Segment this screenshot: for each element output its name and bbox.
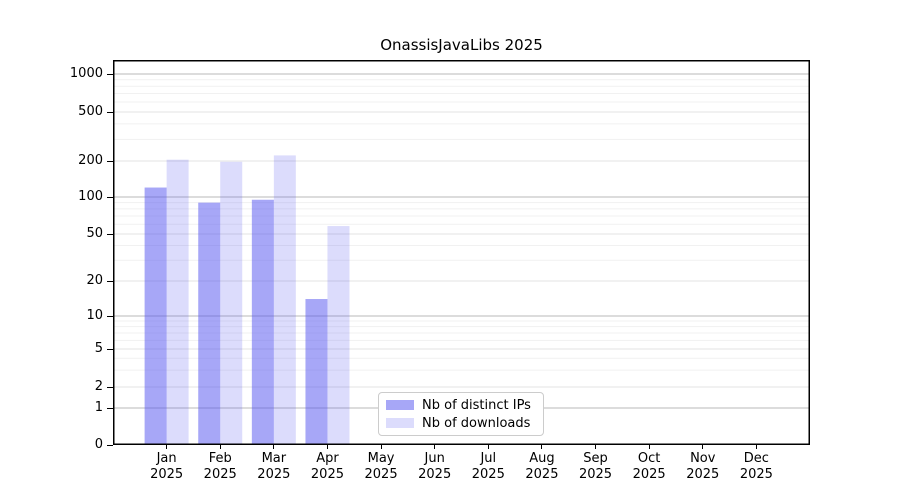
x-tick-month: Sep <box>583 451 608 466</box>
y-axis-tick-label: 10 <box>86 308 103 323</box>
bar-distinct-ips-feb <box>198 202 221 445</box>
x-tick-month: Nov <box>690 451 716 466</box>
x-axis-tick-label: Dec 2025 <box>740 451 773 483</box>
y-tick-mark <box>107 280 113 282</box>
x-tick-year: 2025 <box>418 467 452 482</box>
x-tick-year: 2025 <box>739 467 773 482</box>
y-axis-tick-label: 100 <box>78 189 103 204</box>
plot-canvas <box>113 60 810 445</box>
x-tick-mark <box>487 445 489 449</box>
y-axis-tick-label: 1000 <box>69 66 103 81</box>
y-tick-mark <box>107 73 113 75</box>
legend-label-distinct-ips: Nb of distinct IPs <box>422 397 531 413</box>
x-axis-tick-label: Apr 2025 <box>311 451 344 483</box>
plot-border <box>113 60 810 445</box>
y-tick-mark <box>107 315 113 317</box>
y-tick-mark <box>107 196 113 198</box>
x-tick-mark <box>166 445 168 449</box>
x-tick-year: 2025 <box>150 467 184 482</box>
x-tick-month: Mar <box>261 451 287 466</box>
chart-title: OnassisJavaLibs 2025 <box>380 36 543 54</box>
y-axis-tick-label: 500 <box>78 104 103 119</box>
legend-item-downloads: Nb of downloads <box>386 416 543 431</box>
x-tick-year: 2025 <box>310 467 344 482</box>
x-tick-year: 2025 <box>525 467 559 482</box>
legend-label-downloads: Nb of downloads <box>422 415 531 431</box>
bar-distinct-ips-apr <box>305 299 328 445</box>
x-axis-tick-label: Aug 2025 <box>525 451 558 483</box>
y-tick-mark <box>107 233 113 235</box>
x-tick-mark <box>755 445 757 449</box>
bar-distinct-ips-jan <box>144 187 167 445</box>
y-axis-tick-label: 20 <box>86 273 103 288</box>
x-axis-tick-label: Jan 2025 <box>150 451 183 483</box>
y-axis-tick-label: 50 <box>86 226 103 241</box>
y-axis-tick-label: 5 <box>94 341 103 356</box>
x-axis-tick-label: Jul 2025 <box>472 451 505 483</box>
plot-area <box>113 60 810 445</box>
x-tick-month: Jan <box>156 451 177 466</box>
y-axis-tick-label: 2 <box>94 379 103 394</box>
x-axis-tick-label: Jun 2025 <box>418 451 451 483</box>
y-axis-tick-label: 0 <box>94 437 103 452</box>
x-axis-tick-label: Feb 2025 <box>204 451 237 483</box>
bar-downloads-apr <box>327 226 350 445</box>
legend-swatch-downloads <box>386 418 414 428</box>
bar-downloads-mar <box>273 155 296 445</box>
x-tick-mark <box>541 445 543 449</box>
x-axis-tick-label: May 2025 <box>365 451 398 483</box>
x-tick-month: May <box>367 451 395 466</box>
x-axis-tick-label: Nov 2025 <box>686 451 719 483</box>
y-tick-mark <box>107 444 113 446</box>
x-tick-mark <box>702 445 704 449</box>
bar-distinct-ips-mar <box>251 199 274 445</box>
y-tick-mark <box>107 348 113 350</box>
x-tick-mark <box>434 445 436 449</box>
legend: Nb of distinct IPs Nb of downloads <box>378 392 544 436</box>
x-tick-year: 2025 <box>257 467 291 482</box>
x-tick-year: 2025 <box>203 467 237 482</box>
x-tick-year: 2025 <box>471 467 505 482</box>
legend-swatch-distinct-ips <box>386 400 414 410</box>
x-tick-mark <box>380 445 382 449</box>
y-tick-mark <box>107 111 113 113</box>
x-tick-month: Jun <box>424 451 445 466</box>
x-tick-mark <box>326 445 328 449</box>
y-axis-tick-label: 1 <box>94 400 103 415</box>
x-tick-year: 2025 <box>632 467 666 482</box>
x-axis-tick-label: Oct 2025 <box>633 451 666 483</box>
x-tick-mark <box>595 445 597 449</box>
legend-item-distinct-ips: Nb of distinct IPs <box>386 398 543 413</box>
x-tick-month: Feb <box>208 451 232 466</box>
y-axis-tick-label: 200 <box>78 153 103 168</box>
y-tick-mark <box>107 386 113 388</box>
x-tick-year: 2025 <box>578 467 613 482</box>
x-tick-year: 2025 <box>686 467 720 482</box>
x-tick-mark <box>219 445 221 449</box>
bar-downloads-feb <box>220 161 243 445</box>
x-tick-mark <box>273 445 275 449</box>
x-tick-month: Jul <box>480 451 497 466</box>
x-tick-month: Dec <box>743 451 769 466</box>
x-axis-tick-label: Mar 2025 <box>257 451 290 483</box>
x-tick-mark <box>648 445 650 449</box>
x-tick-month: Aug <box>529 451 555 466</box>
x-axis-tick-label: Sep 2025 <box>579 451 612 483</box>
y-tick-mark <box>107 407 113 409</box>
y-tick-mark <box>107 160 113 162</box>
x-tick-year: 2025 <box>364 467 398 482</box>
bar-downloads-jan <box>166 159 189 445</box>
x-tick-month: Oct <box>637 451 661 466</box>
x-tick-month: Apr <box>316 451 339 466</box>
